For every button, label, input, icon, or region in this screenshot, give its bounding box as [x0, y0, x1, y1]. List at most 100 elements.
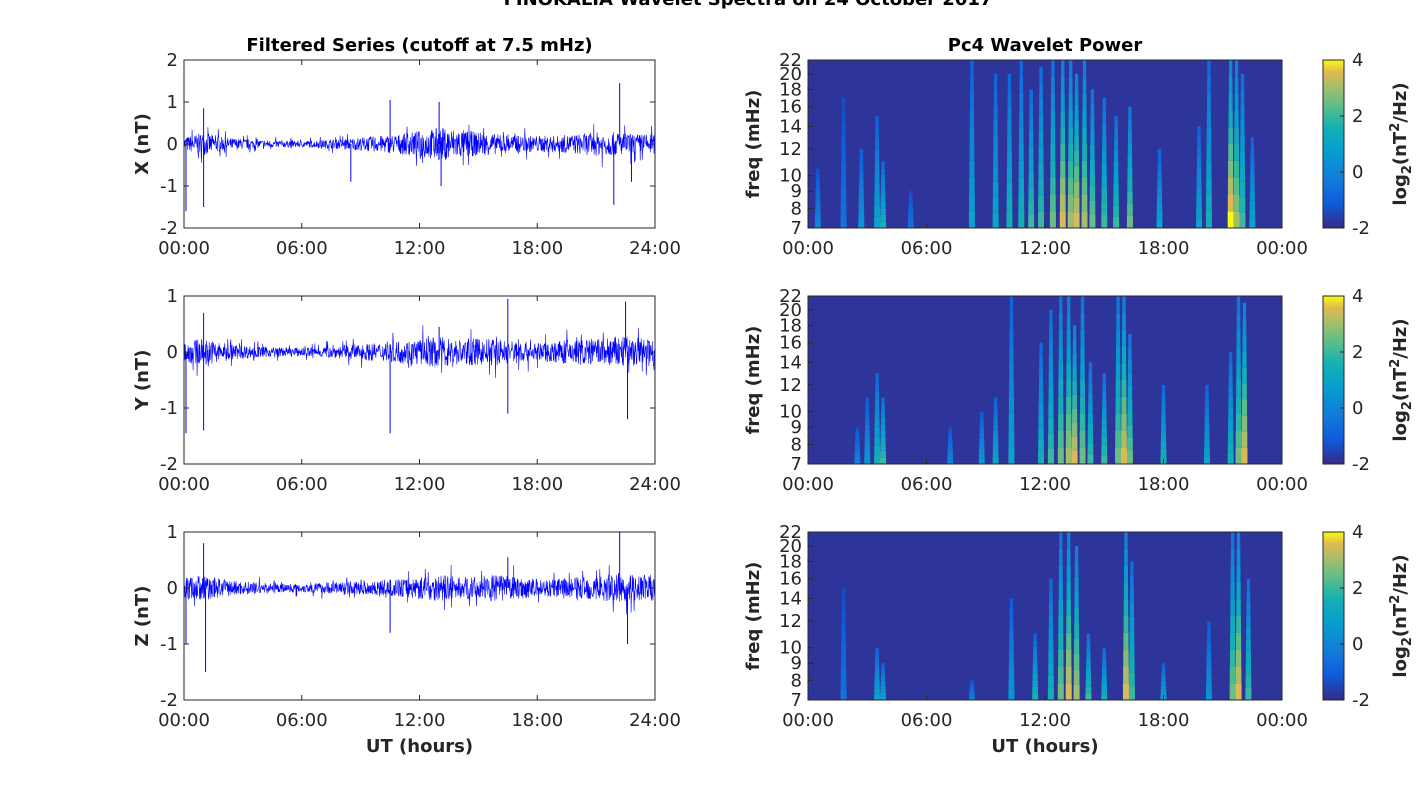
burst-28 [1250, 173, 1255, 183]
x-tick-label: 00:00 [158, 710, 210, 731]
burst-3 [874, 427, 880, 437]
burst-26 [1234, 60, 1239, 77]
burst-5 [880, 201, 886, 209]
burst-12 [1038, 131, 1044, 148]
burst-16 [1206, 636, 1211, 645]
burst-8 [1058, 565, 1063, 583]
burst-5 [880, 181, 886, 189]
burst-1 [815, 180, 820, 187]
burst-2 [875, 658, 880, 664]
burst-6 [1032, 660, 1038, 667]
burst-1 [816, 168, 820, 175]
burst-13 [1072, 394, 1078, 409]
burst-19 [1101, 201, 1108, 215]
burst-8 [993, 150, 999, 167]
burst-4 [875, 138, 880, 150]
colorbar-label-part: 2 [1388, 359, 1403, 368]
burst-17 [1115, 396, 1121, 414]
burst-3 [874, 436, 880, 446]
burst-14 [1060, 144, 1066, 161]
burst-12 [1101, 673, 1107, 680]
burst-7 [993, 410, 998, 418]
colorbar-label-part: (nT [1390, 131, 1411, 165]
burst-14 [1080, 329, 1085, 347]
x-tick-label: 00:00 [782, 474, 834, 495]
burst-8 [1057, 683, 1064, 700]
burst-9 [1038, 415, 1044, 428]
burst-16 [1073, 197, 1080, 213]
burst-14 [1129, 589, 1134, 604]
burst-6 [908, 209, 914, 214]
burst-22 [1228, 396, 1233, 409]
burst-10 [1048, 371, 1054, 387]
burst-10 [1018, 160, 1024, 178]
burst-23 [1196, 177, 1202, 188]
burst-22 [1228, 408, 1234, 420]
y-axis-label: freq (mHz) [743, 562, 764, 671]
colorbar-frame [1322, 531, 1345, 701]
burst-9 [1066, 548, 1071, 566]
burst-18 [1121, 380, 1127, 397]
burst-5 [947, 452, 953, 457]
burst-5 [948, 427, 952, 431]
burst-24 [1241, 415, 1248, 432]
burst-20 [1113, 216, 1120, 228]
burst-23 [1236, 346, 1241, 364]
burst-4 [875, 149, 880, 161]
burst-13 [1050, 127, 1056, 144]
burst-3 [881, 663, 885, 667]
colorbar-tick-label: 0 [1352, 398, 1363, 419]
colorbar-label-part: (nT [1390, 367, 1411, 401]
burst-5 [947, 449, 953, 453]
burst-9 [1038, 427, 1044, 440]
y-tick-label: 1 [167, 286, 178, 307]
burst-26 [1234, 160, 1240, 178]
burst-3 [874, 454, 881, 464]
burst-15 [1160, 692, 1167, 697]
y-tick-label: 10 [779, 402, 802, 423]
burst-21 [1127, 167, 1133, 180]
y-tick-label: -1 [160, 634, 178, 655]
burst-10 [1049, 325, 1053, 341]
burst-7 [969, 194, 975, 212]
burst-27 [1240, 104, 1245, 121]
burst-25 [1227, 194, 1234, 212]
burst-18 [1090, 117, 1095, 132]
burst-1 [840, 677, 847, 689]
y-tick-label: 7 [791, 218, 802, 239]
burst-2 [875, 647, 879, 653]
burst-5 [881, 161, 885, 169]
burst-14 [1080, 363, 1085, 380]
burst-9 [1038, 391, 1044, 404]
burst-20 [1113, 172, 1119, 184]
burst-9 [1006, 181, 1013, 198]
burst-8 [992, 197, 999, 213]
y-axis-label: Z (nT) [132, 586, 153, 647]
burst-4 [880, 424, 886, 431]
burst-13 [1051, 76, 1055, 94]
burst-3 [880, 685, 886, 689]
burst-19 [1101, 188, 1107, 202]
burst-17 [1115, 346, 1121, 364]
burst-3 [874, 409, 880, 419]
burst-8 [1058, 649, 1064, 667]
burst-6 [1032, 680, 1038, 687]
burst-6 [1033, 653, 1038, 661]
burst-21 [1127, 130, 1132, 144]
burst-4 [874, 183, 880, 195]
burst-20 [1161, 392, 1166, 401]
heatmap-background [808, 296, 1282, 464]
burst-27 [1239, 181, 1246, 198]
burst-19 [1246, 639, 1251, 652]
burst-7 [1048, 615, 1054, 628]
burst-18 [1089, 214, 1096, 228]
burst-13 [1123, 632, 1129, 650]
colorbar-label: log2(nT2/Hz) [1388, 82, 1415, 205]
burst-1 [841, 610, 846, 622]
burst-5 [948, 430, 952, 435]
burst-18 [1121, 413, 1127, 431]
burst-14 [1060, 76, 1065, 94]
line-panel-1: 2 1 0 -1 -200:00 06:00 12:00 18:00 24:00 X (nT) Fi… [132, 35, 681, 259]
burst-3 [874, 445, 880, 455]
